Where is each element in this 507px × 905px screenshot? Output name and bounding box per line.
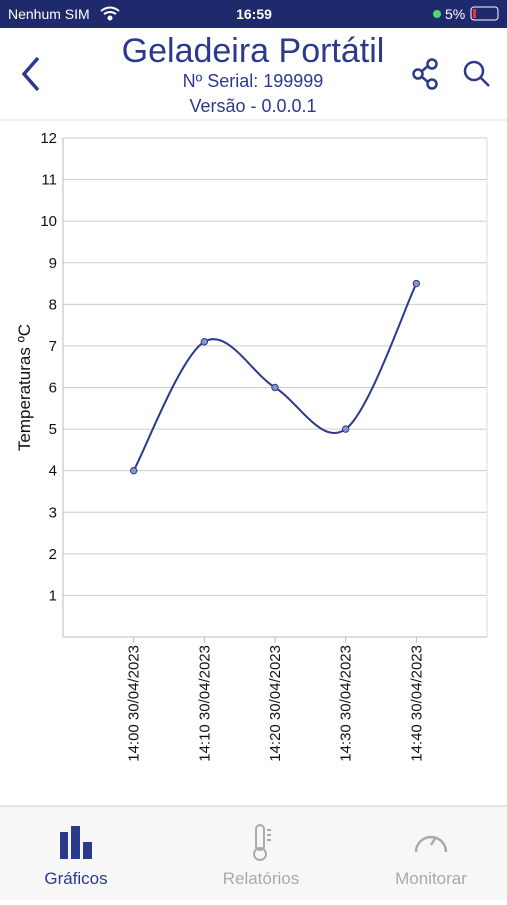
monitorar-icon[interactable] bbox=[414, 835, 448, 853]
x-tick-label: 14:20 30/04/2023 bbox=[267, 645, 284, 762]
carrier: Nenhum SIM bbox=[8, 6, 90, 22]
y-tick-label: 8 bbox=[49, 296, 57, 313]
battery-fill bbox=[473, 9, 476, 18]
tab-label[interactable]: Gráficos bbox=[44, 869, 107, 888]
y-tick-label: 11 bbox=[41, 172, 57, 189]
y-tick-label: 10 bbox=[40, 213, 57, 230]
serial: Nº Serial: 199999 bbox=[183, 71, 324, 91]
y-tick-label: 3 bbox=[49, 504, 57, 521]
back-button[interactable] bbox=[21, 56, 40, 92]
y-axis-label: Temperaturas ºC bbox=[15, 324, 34, 451]
status-bar bbox=[0, 0, 507, 28]
y-tick-label: 2 bbox=[49, 546, 57, 563]
clock: 16:59 bbox=[236, 6, 272, 22]
charge-dot bbox=[433, 10, 441, 18]
y-tick-label: 7 bbox=[49, 338, 57, 355]
battery-icon bbox=[470, 6, 499, 21]
relatorios-icon[interactable] bbox=[253, 824, 271, 861]
data-point bbox=[271, 383, 279, 392]
y-tick-label: 12 bbox=[40, 130, 57, 147]
x-tick-label: 14:10 30/04/2023 bbox=[196, 645, 213, 762]
share-button[interactable] bbox=[412, 58, 438, 90]
data-point bbox=[412, 279, 421, 288]
y-tick-label: 9 bbox=[49, 255, 57, 272]
search-button[interactable] bbox=[463, 60, 490, 87]
wifi-icon bbox=[100, 6, 120, 21]
tab-label[interactable]: Relatórios bbox=[223, 869, 300, 888]
x-tick-label: 14:00 30/04/2023 bbox=[126, 645, 143, 762]
battery-level: 5% bbox=[445, 6, 465, 22]
version: Versão - 0.0.0.1 bbox=[189, 96, 316, 116]
tab-label[interactable]: Monitorar bbox=[395, 869, 467, 888]
data-line bbox=[132, 283, 418, 472]
y-tick-label: 6 bbox=[49, 380, 57, 397]
data-point bbox=[200, 338, 209, 346]
y-tick-label: 1 bbox=[49, 587, 57, 604]
x-tick-label: 14:40 30/04/2023 bbox=[408, 645, 425, 762]
x-tick-label: 14:30 30/04/2023 bbox=[338, 645, 355, 762]
page-title: Geladeira Portátil bbox=[122, 32, 385, 70]
y-tick-label: 5 bbox=[49, 421, 57, 438]
data-point bbox=[341, 425, 350, 433]
graficos-icon[interactable] bbox=[60, 826, 92, 859]
data-point bbox=[129, 466, 138, 475]
y-tick-label: 4 bbox=[49, 463, 57, 480]
